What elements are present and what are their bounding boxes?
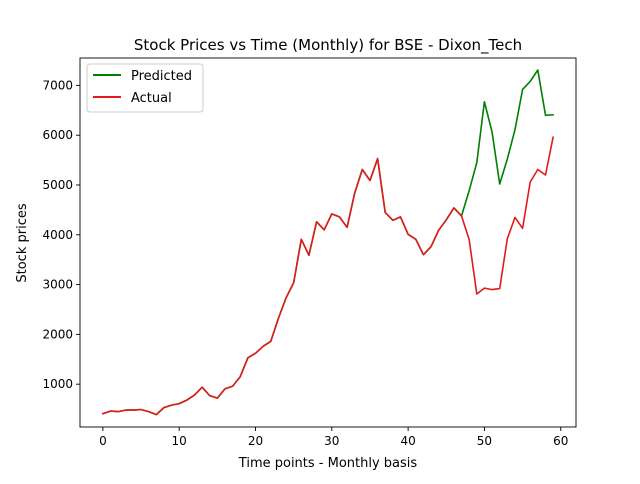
x-tick-label: 40 [400,434,415,448]
y-axis-label: Stock prices [15,203,30,282]
plot-frame [79,57,577,428]
x-tick-label: 10 [172,434,187,448]
y-tick-label: 4000 [42,228,73,242]
x-tick-label: 20 [248,434,263,448]
legend-label-actual: Actual [131,91,172,106]
series-layer [101,69,555,416]
x-tick-label: 50 [477,434,492,448]
legend-label-predicted: Predicted [131,69,192,84]
legend: Predicted Actual [86,63,204,113]
x-axis-label: Time points - Monthly basis [238,456,418,471]
chart-title: Stock Prices vs Time (Monthly) for BSE -… [134,36,522,55]
x-tick-label: 60 [553,434,568,448]
series-line-actual [101,136,555,416]
axes-layer: 0 10 20 30 40 50 60 1000 2000 3000 4000 5000 6000 700… [42,57,577,448]
x-tick-label: 30 [324,434,339,448]
y-tick-label: 3000 [42,278,73,292]
y-tick-label: 1000 [42,377,73,391]
y-tick-label: 5000 [42,178,73,192]
y-tick-label: 6000 [42,128,73,142]
y-tick-label: 2000 [42,327,73,341]
x-tick-label: 0 [99,434,107,448]
y-tick-label: 7000 [42,78,73,92]
